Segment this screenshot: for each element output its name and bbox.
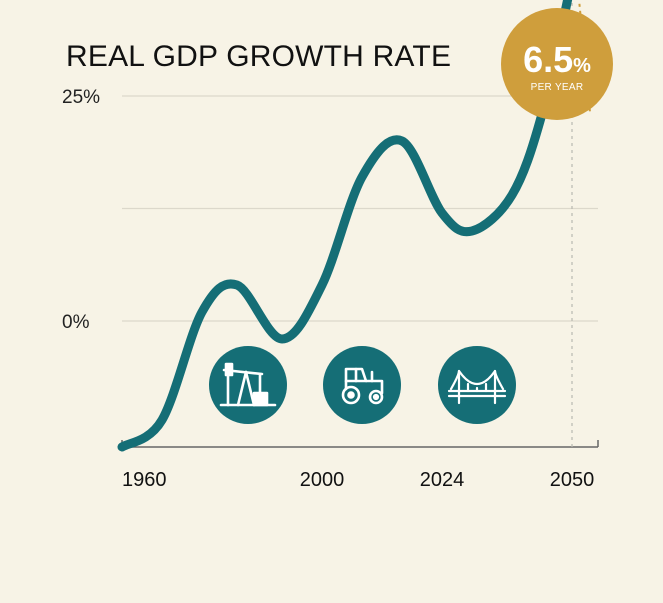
badge-unit: % — [573, 55, 591, 77]
chart-title: REAL GDP GROWTH RATE — [66, 40, 452, 73]
x-tick-labels: 1960 2000 2024 2050 — [122, 469, 594, 491]
grid-lines — [122, 95, 598, 322]
y-tick-labels: 25% 0% — [62, 87, 100, 333]
badge-value-wrapper: 6.5% — [501, 8, 613, 78]
oil-pump-icon — [209, 346, 287, 424]
x-tick-label: 1960 — [122, 469, 167, 491]
x-tick-label: 2000 — [300, 469, 345, 491]
x-tick-label: 2024 — [420, 469, 465, 491]
x-tick-label: 2050 — [550, 469, 595, 491]
bridge-icon — [438, 346, 516, 424]
tractor-icon — [323, 346, 401, 424]
y-tick-label: 25% — [62, 87, 100, 108]
badge-value: 6.5 — [523, 39, 574, 80]
badge-caption: PER YEAR — [530, 82, 584, 93]
y-tick-label: 0% — [62, 312, 90, 333]
growth-rate-badge: 6.5% PER YEAR — [501, 8, 613, 120]
series-line-gdp-growth — [117, 0, 573, 452]
